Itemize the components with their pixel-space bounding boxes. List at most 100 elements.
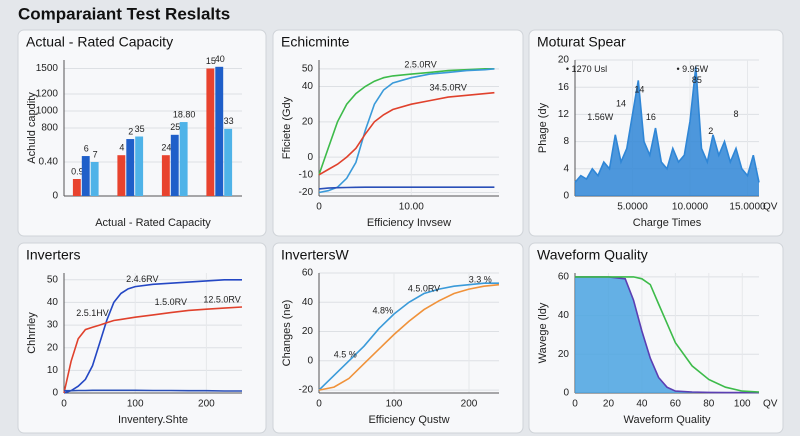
data-label: 24 <box>161 143 171 153</box>
x-tick-label: 0 <box>61 399 67 410</box>
y-tick-label: -10 <box>299 169 314 180</box>
annotation: 8 <box>733 109 738 119</box>
y-axis-label: Wavege (ldy <box>537 302 549 363</box>
y-tick-label: 40 <box>558 310 570 321</box>
y-tick-label: 4 <box>563 163 569 174</box>
line <box>63 306 243 394</box>
x-tick-label: 100 <box>386 399 403 410</box>
y-tick-label: 40 <box>302 81 314 92</box>
y-tick-label: 60 <box>558 272 570 283</box>
y-tick-label: 0 <box>563 388 569 399</box>
bar <box>72 179 81 196</box>
annotation: • 1270 Usl <box>566 64 607 74</box>
chart-title: Moturat Spear <box>537 34 626 50</box>
y-tick-label: 50 <box>302 63 314 74</box>
line <box>318 282 499 391</box>
y-tick-label: 20 <box>302 116 314 127</box>
data-label: 40 <box>215 54 225 64</box>
area <box>575 276 759 393</box>
bar <box>90 162 99 196</box>
bar <box>117 155 126 196</box>
data-label: 18.80 <box>173 109 196 119</box>
y-axis-label: Chhrrley <box>26 312 38 354</box>
x-tick-label: 15.0000 <box>729 202 766 213</box>
y-tick-label: 0.40 <box>39 157 59 168</box>
annotation: 85 <box>692 75 702 85</box>
annotation: 14 <box>634 84 644 94</box>
data-label: 0.9 <box>71 166 84 176</box>
x-axis-label: Actual - Rated Capacity <box>95 217 211 229</box>
y-axis-label: Achuld capdity <box>26 92 38 164</box>
annotation: 2.4.6RV <box>126 274 158 284</box>
y-tick-label: 50 <box>47 274 59 285</box>
annotation: • 9.95W <box>676 64 708 74</box>
y-axis-label: Changes (ne) <box>281 300 293 367</box>
y-tick-label: 0 <box>52 191 58 202</box>
bar <box>170 134 179 196</box>
bar <box>206 68 215 196</box>
y-tick-label: 0 <box>307 152 313 163</box>
y-tick-label: 60 <box>302 268 314 279</box>
y-tick-label: 12 <box>558 109 570 120</box>
y-tick-label: 40 <box>302 297 314 308</box>
bar <box>215 66 224 196</box>
annotation: 1.56W <box>587 112 614 122</box>
y-tick-label: 40 <box>47 297 59 308</box>
data-label: 6 <box>84 143 89 153</box>
x-axis-label: Waveform Quality <box>623 414 711 426</box>
line <box>574 66 760 183</box>
y-tick-label: 20 <box>558 55 570 66</box>
x-tick-label: 10.00 <box>399 202 424 213</box>
annotation: 3.3 % <box>469 275 492 285</box>
x-unit: QV <box>763 202 778 213</box>
line <box>318 91 495 176</box>
y-tick-label: -20 <box>299 187 314 198</box>
bar <box>135 136 144 196</box>
chart-title: InvertersW <box>281 247 349 263</box>
bar <box>179 122 188 196</box>
x-tick-label: 60 <box>670 399 682 410</box>
x-axis-label: Efficiency Qustw <box>368 414 449 426</box>
annotation: 16 <box>646 112 656 122</box>
x-tick-label: 100 <box>734 399 751 410</box>
chart-title: Waveform Quality <box>537 247 648 263</box>
line <box>318 186 495 190</box>
x-tick-label: 0 <box>316 399 322 410</box>
x-axis-label: Charge Times <box>633 217 702 229</box>
x-tick-label: 200 <box>198 399 215 410</box>
y-tick-label: 30 <box>47 320 59 331</box>
line <box>64 389 242 392</box>
x-unit: QV <box>763 399 778 410</box>
y-axis-label: Fficiete (Gdy <box>281 96 293 159</box>
x-axis-label: Efficiency Invsew <box>367 217 451 229</box>
x-tick-label: 0 <box>572 399 578 410</box>
annotation: 2.5.0RV <box>404 60 436 70</box>
x-tick-label: 100 <box>127 399 144 410</box>
data-label: 25 <box>170 122 180 132</box>
y-tick-label: 20 <box>302 326 314 337</box>
x-tick-label: 80 <box>703 399 715 410</box>
bar <box>224 128 233 196</box>
x-tick-label: 5.0000 <box>617 202 648 213</box>
bar <box>161 155 170 196</box>
chart-title: Echicminte <box>281 34 350 50</box>
line <box>318 68 495 176</box>
bar <box>81 156 90 196</box>
data-label: 15 <box>206 56 216 66</box>
annotation: 4.5.0RV <box>408 283 440 293</box>
annotation: 34.5.0RV <box>430 83 467 93</box>
line <box>63 279 242 394</box>
data-label: 33 <box>224 116 234 126</box>
y-tick-label: 800 <box>41 123 58 134</box>
annotation: 1.5.0RV <box>155 297 187 307</box>
y-tick-label: 20 <box>47 342 59 353</box>
line <box>575 276 760 393</box>
panel <box>272 29 524 237</box>
y-tick-label: 0 <box>307 355 313 366</box>
page-title: Comparaiant Test Reslalts <box>18 4 230 23</box>
line <box>318 68 495 194</box>
data-label: 4 <box>119 143 124 153</box>
x-tick-label: 10.0000 <box>672 202 709 213</box>
